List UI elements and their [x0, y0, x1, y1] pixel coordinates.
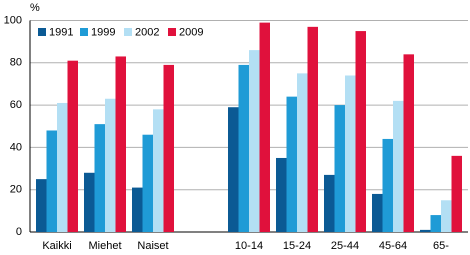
- x-tick-label: 25-44: [331, 240, 359, 252]
- legend-swatch: [80, 28, 88, 36]
- bar: [67, 60, 78, 233]
- bar: [382, 138, 393, 232]
- bar: [84, 172, 95, 232]
- bar: [142, 134, 153, 232]
- bar: [132, 187, 143, 232]
- bar: [286, 96, 297, 232]
- bar: [153, 109, 164, 232]
- y-tick-label: 100: [4, 14, 22, 26]
- x-tick-label: 45-64: [379, 240, 407, 252]
- x-tick-label: 15-24: [283, 240, 311, 252]
- bar: [228, 107, 239, 232]
- bar: [355, 31, 366, 233]
- bar: [345, 75, 356, 233]
- bar: [115, 56, 126, 232]
- bar: [163, 64, 174, 232]
- bar: [441, 200, 452, 232]
- bar: [276, 157, 287, 232]
- y-axis-label: %: [30, 2, 40, 14]
- y-tick-label: 60: [10, 99, 22, 111]
- bar: [420, 229, 431, 232]
- bar: [324, 174, 335, 232]
- legend-label: 1991: [49, 26, 73, 38]
- bar: [334, 105, 345, 232]
- y-tick-label: 20: [10, 184, 22, 196]
- bar: [403, 54, 414, 233]
- x-tick-label: Miehet: [88, 240, 121, 252]
- legend-label: 2002: [135, 26, 159, 38]
- x-tick-label: 65-: [433, 240, 449, 252]
- legend-swatch: [124, 28, 132, 36]
- bar: [46, 130, 57, 232]
- bar: [249, 50, 260, 232]
- bar: [430, 215, 441, 232]
- y-tick-label: 40: [10, 141, 22, 153]
- bar: [297, 73, 308, 232]
- legend-swatch: [168, 28, 176, 36]
- bar: [307, 26, 318, 232]
- legend-label: 2009: [179, 26, 203, 38]
- y-tick-label: 0: [16, 226, 22, 238]
- x-tick-label: 10-14: [235, 240, 263, 252]
- bar: [393, 100, 404, 233]
- x-tick-label: Naiset: [137, 240, 168, 252]
- bar: [259, 22, 270, 232]
- legend-swatch: [38, 28, 46, 36]
- bar: [36, 179, 47, 232]
- bar: [238, 64, 249, 232]
- bar: [372, 193, 383, 232]
- bar: [451, 155, 462, 232]
- bar: [57, 102, 68, 232]
- y-tick-label: 80: [10, 57, 22, 69]
- bar: [94, 124, 105, 232]
- bar: [105, 98, 116, 232]
- x-tick-label: Kaikki: [42, 240, 71, 252]
- legend-label: 1999: [91, 26, 115, 38]
